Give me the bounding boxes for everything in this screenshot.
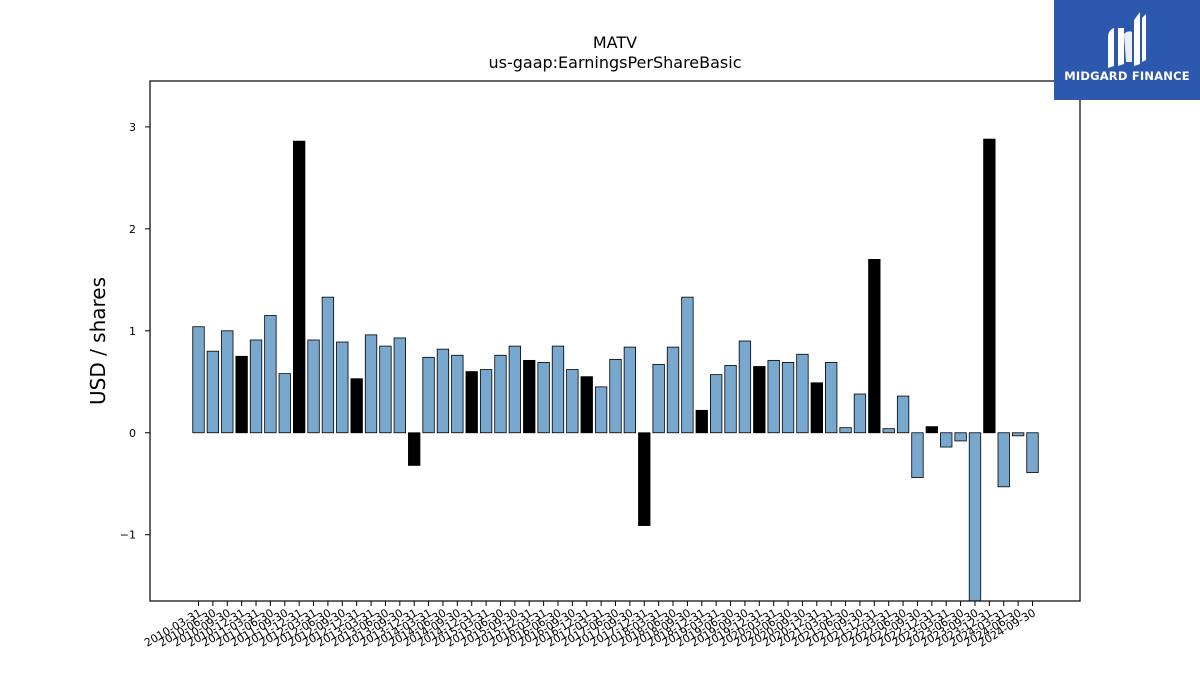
bar-2020-12-31: [810, 382, 823, 434]
y-axis-label: USD / shares: [86, 277, 110, 405]
bar-2024-03-31: [997, 432, 1010, 488]
bar-2012-12-31: [350, 378, 363, 434]
bar-2011-12-31: [293, 140, 306, 434]
y-axis-ticks: −1 0 1 2 3: [120, 121, 150, 542]
bar-2020-09-30: [796, 353, 809, 434]
bar-2011-06-30: [264, 315, 277, 434]
bar-2015-03-31: [479, 369, 493, 434]
x-axis-ticks: 2010-03-312010-06-302010-09-302010-12-31…: [142, 601, 1038, 650]
bar-2010-06-30: [206, 350, 220, 434]
y-tick-label: 1: [129, 325, 136, 338]
bar-2018-03-31: [652, 364, 665, 434]
bar-2015-06-30: [494, 354, 507, 434]
y-tick-label: 0: [129, 427, 136, 440]
bar-2021-09-30: [853, 393, 867, 434]
midgard-logo-icon: [1108, 12, 1146, 68]
bar-2017-03-31: [594, 386, 608, 434]
plot-frame: [149, 80, 1081, 602]
bar-2024-06-30: [1011, 432, 1025, 437]
bar-2015-09-30: [508, 345, 521, 434]
bar-2017-06-30: [609, 358, 622, 434]
bar-2013-06-30: [379, 345, 392, 434]
bar-2012-03-31: [307, 339, 320, 434]
bar-2010-09-30: [221, 330, 234, 434]
bar-2021-03-31: [825, 362, 838, 434]
bar-2022-09-30: [911, 432, 924, 479]
bar-2011-09-30: [278, 373, 291, 434]
bar-2019-12-31: [753, 366, 766, 434]
bar-2018-09-30: [681, 296, 694, 434]
bar-2010-03-31: [192, 326, 205, 434]
bar-2020-03-31: [767, 359, 780, 434]
bar-2017-12-31: [638, 432, 651, 526]
bar-2023-06-30: [954, 432, 967, 442]
bar-2010-12-31: [235, 355, 248, 434]
bar-2014-06-30: [436, 348, 450, 434]
bar-2018-06-30: [666, 346, 680, 434]
bar-2023-09-30: [968, 432, 982, 602]
bar-2016-06-30: [551, 345, 565, 434]
bar-2024-09-30: [1026, 432, 1039, 473]
bar-2016-09-30: [566, 369, 579, 434]
bar-2015-12-31: [523, 359, 536, 434]
y-tick-label: −1: [120, 529, 136, 542]
bar-2012-06-30: [321, 296, 335, 434]
bar-2016-03-31: [537, 362, 550, 434]
bar-2021-06-30: [839, 427, 852, 434]
bar-2022-03-31: [882, 428, 895, 434]
bar-2013-12-31: [408, 432, 421, 466]
bars-group: [192, 138, 1039, 602]
bar-2019-03-31: [710, 374, 723, 434]
bar-2014-12-31: [465, 371, 478, 434]
bar-2018-12-31: [695, 409, 708, 434]
y-tick-label: 3: [129, 121, 136, 134]
chart-subtitle: us-gaap:EarningsPerShareBasic: [488, 53, 741, 72]
bar-2014-03-31: [422, 356, 435, 434]
bar-2023-12-31: [983, 138, 996, 434]
midgard-finance-logo: MIDGARD FINANCE: [1054, 0, 1200, 100]
bar-2023-03-31: [940, 432, 953, 448]
bar-2017-09-30: [623, 346, 637, 434]
bar-2021-12-31: [868, 259, 881, 434]
bar-2022-12-31: [925, 426, 938, 434]
bar-2019-09-30: [738, 340, 752, 434]
bar-2012-09-30: [336, 341, 349, 434]
bar-2013-09-30: [393, 337, 406, 434]
bar-2022-06-30: [896, 395, 910, 434]
bar-2013-03-31: [364, 334, 378, 434]
bar-2014-09-30: [451, 354, 464, 434]
logo-text: MIDGARD FINANCE: [1064, 69, 1190, 83]
bar-2019-06-30: [724, 365, 737, 434]
bar-2016-12-31: [580, 376, 593, 434]
y-tick-label: 2: [129, 223, 136, 236]
bar-2011-03-31: [249, 339, 263, 434]
chart-title: MATV: [593, 33, 637, 52]
bar-2020-06-30: [781, 362, 795, 434]
